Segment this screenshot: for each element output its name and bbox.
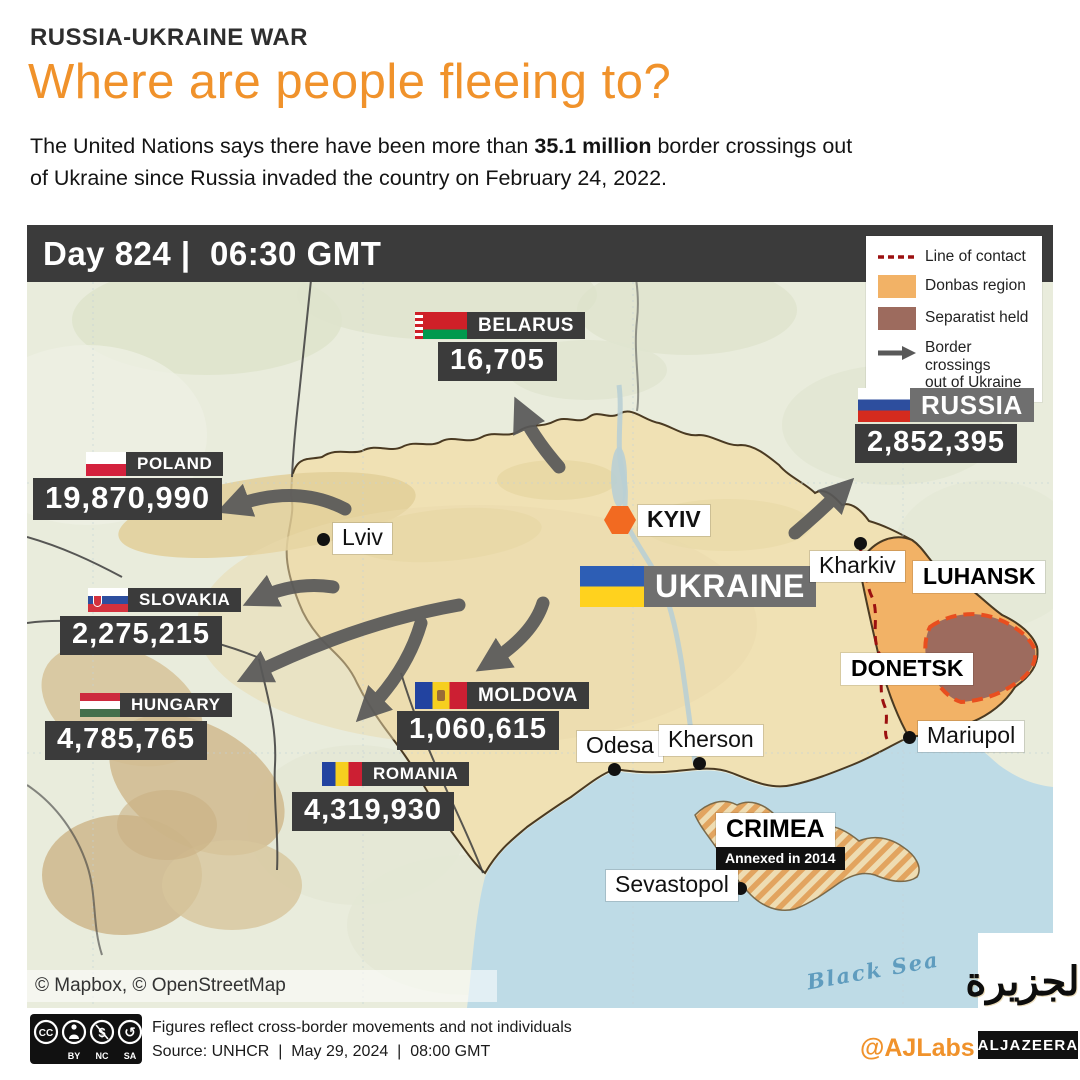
legend-item-crossings: Border crossings out of Ukraine [878,339,1030,392]
badge-poland: POLAND [86,452,224,476]
cc-nc-label: NC [96,1051,109,1061]
aljazeera-logo: الجزيرة [965,933,1080,1031]
flag-russia [858,388,910,422]
city-label-kherson: Kherson [659,725,763,756]
city-dot-lviv [317,533,330,546]
aljazeera-logo-script: الجزيرة [965,960,1080,1004]
legend-item-donbas: Donbas region [878,274,1030,298]
value-slovakia: 2,275,215 [60,616,223,655]
city-dot-kherson [693,757,706,770]
cc-by-icon [71,1024,77,1030]
city-label-odesa: Odesa [577,731,663,762]
region-label-crimea: CRIMEA [716,813,835,847]
city-label-kharkiv: Kharkiv [810,551,905,582]
flag-poland [86,452,126,476]
legend-item-separatist: Separatist held [878,306,1030,330]
map-legend: Line of contact Donbas region Separatist… [866,236,1042,403]
contact-line-key-icon [878,254,916,260]
badge-slovakia: SLOVAKIA [88,588,242,612]
value-belarus: 16,705 [438,342,557,381]
flag-moldova [415,682,467,709]
badge-ukraine: UKRAINE [580,566,816,607]
country-name: HUNGARY [120,693,232,717]
flag-belarus [415,312,467,339]
footer-note: Figures reflect cross-border movements a… [152,1019,572,1036]
flag-hungary [80,693,120,717]
legend-item-contact-line: Line of contact [878,248,1030,266]
value-moldova: 1,060,615 [397,711,560,750]
country-name: RUSSIA [910,388,1034,422]
cc-license-badge[interactable]: CC $ ↺ BY NC SA [30,1014,143,1069]
footer-source: Source: UNHCR | May 29, 2024 | 08:00 GMT [152,1043,491,1060]
separatist-swatch [878,306,916,330]
intro-prefix: The United Nations says there have been … [30,134,535,158]
intro-line2: of Ukraine since Russia invaded the coun… [30,166,668,191]
intro-text: The United Nations says there have been … [30,130,1010,195]
country-name: BELARUS [467,312,586,339]
value-poland: 19,870,990 [33,478,223,520]
cc-by-label: BY [68,1051,81,1061]
donbas-swatch [878,274,916,298]
region-label-luhansk: LUHANSK [913,561,1046,593]
cc-sa-icon: ↺ [124,1025,136,1041]
legend-label: Line of contact [925,248,1026,265]
flag-slovakia [88,588,128,612]
country-name: SLOVAKIA [128,588,242,612]
city-dot-mariupol [903,731,916,744]
badge-hungary: HUNGARY [80,693,232,717]
kicker: RUSSIA-UKRAINE WAR [30,24,308,51]
value-russia: 2,852,395 [855,424,1018,463]
legend-label: Donbas region [925,277,1026,295]
flag-ukraine [580,566,644,607]
cc-sa-label: SA [124,1051,137,1061]
value-hungary: 4,785,765 [45,721,208,760]
map-attribution[interactable]: © Mapbox, © OpenStreetMap [27,970,497,1002]
badge-moldova: MOLDOVA [415,682,589,709]
region-label-donetsk: DONETSK [841,653,974,685]
city-label-lviv: Lviv [333,523,392,554]
legend-label: Separatist held [925,309,1029,327]
intro-line1-suffix: border crossings out [651,134,853,158]
page-title: Where are people fleeing to? [28,55,672,109]
city-label-kyiv: KYIV [638,505,710,536]
intro-bold-figure: 35.1 million [534,134,652,158]
city-label-sevastopol: Sevastopol [606,870,738,901]
badge-russia: RUSSIA [858,388,1034,422]
country-name: ROMANIA [362,762,470,786]
country-name: POLAND [126,452,224,476]
value-romania: 4,319,930 [292,792,455,831]
city-dot-kharkiv [854,537,867,550]
cc-icon: CC [39,1028,53,1039]
flag-romania [322,762,362,786]
country-name: UKRAINE [644,566,816,607]
crimea-annexation-note: Annexed in 2014 [716,847,845,870]
aljazeera-wordmark: ALJAZEERA [978,1031,1078,1059]
badge-belarus: BELARUS [415,312,586,339]
city-label-mariupol: Mariupol [918,721,1025,752]
legend-label: Border crossings out of Ukraine [925,338,1022,392]
badge-romania: ROMANIA [322,762,470,786]
ajlabs-handle[interactable]: @AJLabs [860,1034,975,1062]
arrow-key-icon [878,345,916,361]
city-dot-odesa [608,763,621,776]
country-name: MOLDOVA [467,682,589,709]
